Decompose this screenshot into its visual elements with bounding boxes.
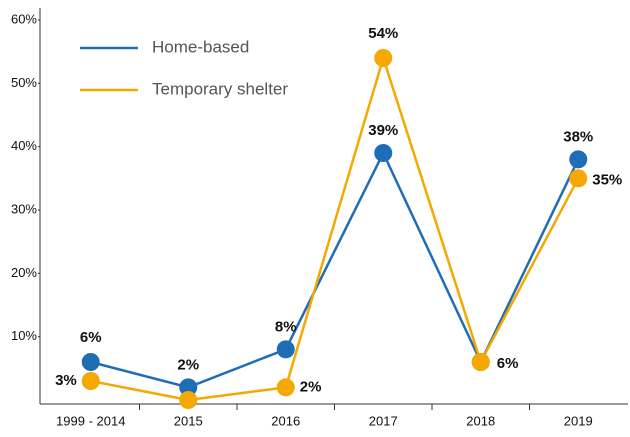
point <box>81 372 100 390</box>
y-tick-label: 40% <box>11 138 37 153</box>
point <box>276 378 295 397</box>
y-tick-label: 10% <box>11 328 37 343</box>
x-tick-label: 2016 <box>271 413 300 428</box>
x-tick-label: 2019 <box>564 413 593 428</box>
point <box>471 353 490 371</box>
data-label: 38% <box>563 128 593 145</box>
legend-label: Temporary shelter <box>152 79 288 98</box>
data-label: 6% <box>497 355 519 372</box>
data-label: 2% <box>177 356 199 373</box>
y-tick-label: 20% <box>11 265 37 280</box>
data-label: 3% <box>55 372 77 389</box>
x-tick-label: 2015 <box>174 413 203 428</box>
y-tick-label: 50% <box>11 75 37 90</box>
point <box>569 150 588 169</box>
legend-label: Home-based <box>152 37 249 56</box>
point <box>374 49 393 67</box>
data-label: 35% <box>592 171 622 188</box>
point <box>276 340 295 359</box>
x-tick-label: 2018 <box>466 413 495 428</box>
data-label: 8% <box>275 318 297 335</box>
y-tick-label: 60% <box>11 11 37 26</box>
point <box>569 169 588 188</box>
x-tick-label: 2017 <box>369 413 398 428</box>
point <box>81 353 100 371</box>
data-label: 54% <box>368 25 398 42</box>
point <box>179 378 198 397</box>
data-label: 2% <box>300 378 322 395</box>
line <box>90 53 580 402</box>
x-tick-label: 1999 - 2014 <box>56 413 125 428</box>
point <box>179 391 198 409</box>
y-tick-label: 30% <box>11 201 37 216</box>
line <box>90 150 580 389</box>
data-label: 6% <box>80 329 102 346</box>
data-label: 39% <box>368 122 398 139</box>
point <box>374 144 393 162</box>
